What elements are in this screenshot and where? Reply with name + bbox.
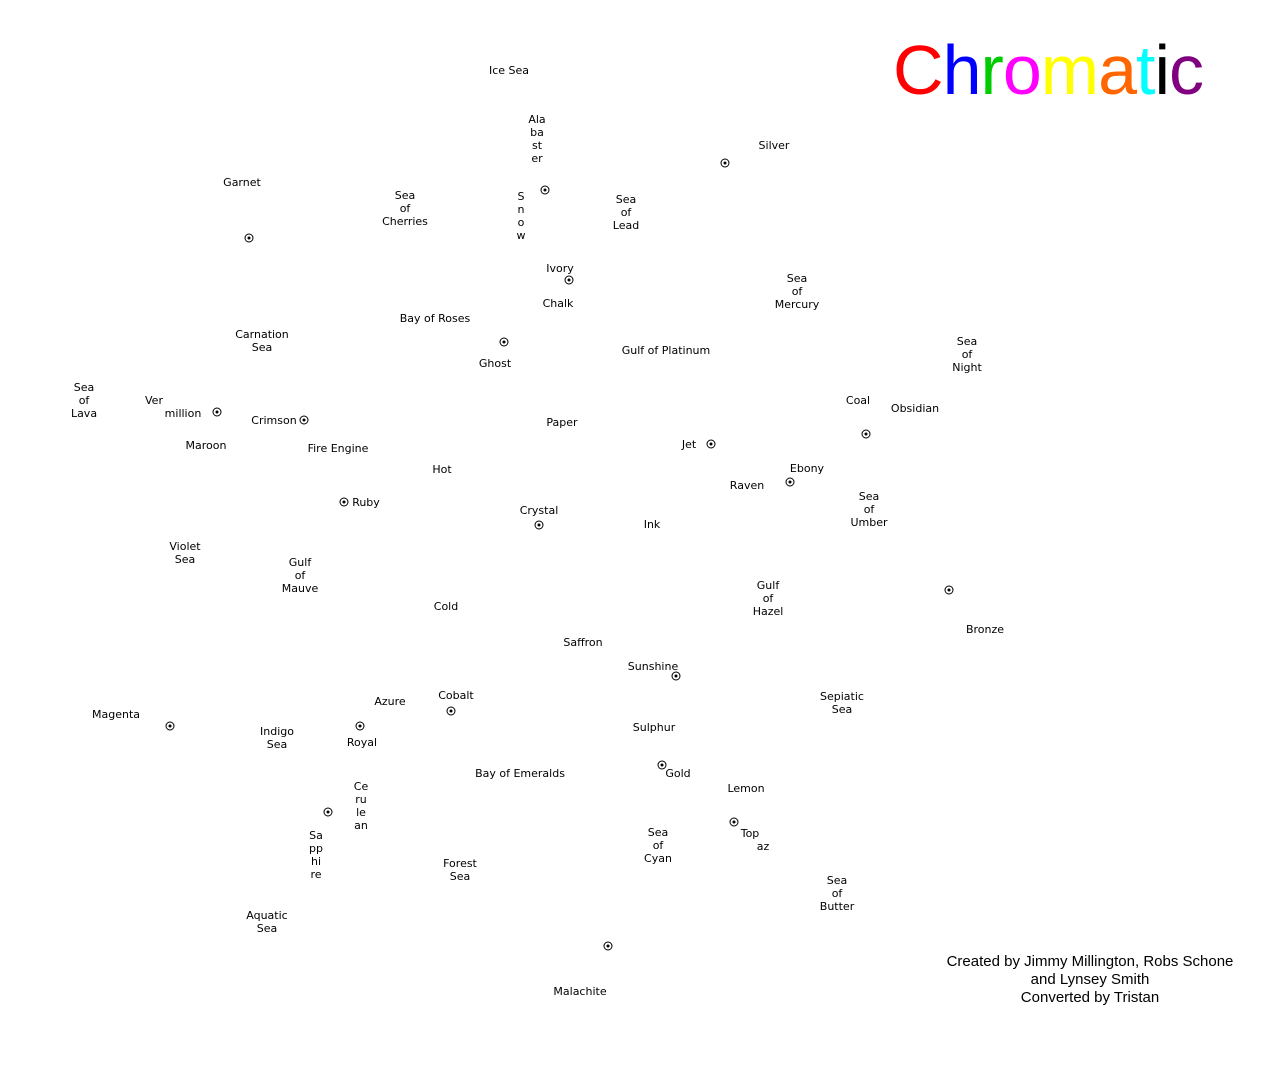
territory-label: Cold bbox=[433, 600, 459, 613]
territory-label: Ivory bbox=[546, 262, 574, 275]
territory-label: Sea of Mercury bbox=[774, 272, 820, 311]
supply-center-icon[interactable] bbox=[355, 721, 365, 731]
title-letter: a bbox=[1098, 31, 1137, 109]
territory-label: Royal bbox=[346, 736, 378, 749]
territory-label: Violet Sea bbox=[169, 540, 201, 566]
territory-label: Forest Sea bbox=[443, 857, 477, 883]
territory-label: Coal bbox=[845, 394, 871, 407]
supply-center-icon[interactable] bbox=[861, 429, 871, 439]
map-title: Chromatic bbox=[893, 30, 1204, 110]
territory-label: Ink bbox=[643, 518, 661, 531]
territory-label: Raven bbox=[729, 479, 765, 492]
supply-center-icon[interactable] bbox=[540, 185, 550, 195]
territory-label: Sea of Cyan bbox=[644, 826, 672, 865]
territory-label: Bronze bbox=[965, 623, 1005, 636]
territory-label: Sa pp hi re bbox=[309, 829, 323, 881]
territory-label: Silver bbox=[758, 139, 790, 152]
title-letter: c bbox=[1169, 31, 1204, 109]
supply-center-icon[interactable] bbox=[671, 671, 681, 681]
credits-text: Created by Jimmy Millington, Robs Schone… bbox=[920, 953, 1260, 1007]
territory-label: Ebony bbox=[789, 462, 825, 475]
territory-label: Crystal bbox=[519, 504, 559, 517]
supply-center-icon[interactable] bbox=[729, 817, 739, 827]
title-letter: i bbox=[1154, 31, 1170, 109]
credits-line-3: Converted by Tristan bbox=[1020, 989, 1160, 1006]
territory-label: Cobalt bbox=[438, 689, 474, 702]
territory-label: Garnet bbox=[223, 176, 261, 189]
territory-label: Malachite bbox=[553, 985, 607, 998]
supply-center-icon[interactable] bbox=[499, 337, 509, 347]
territory-label: Jet bbox=[681, 438, 697, 451]
territory-label: Fire Engine bbox=[307, 442, 369, 455]
territory-label: Sunshine bbox=[627, 660, 679, 673]
supply-center-icon[interactable] bbox=[603, 941, 613, 951]
territory-label: Ver bbox=[145, 394, 163, 407]
territory-label: Azure bbox=[374, 695, 406, 708]
territory-label: Maroon bbox=[185, 439, 227, 452]
territory-label: Sea of Umber bbox=[850, 490, 888, 529]
territory-label: Gulf of Platinum bbox=[621, 344, 711, 357]
territory-label: Ce ru le an bbox=[353, 780, 369, 832]
supply-center-icon[interactable] bbox=[446, 706, 456, 716]
supply-center-icon[interactable] bbox=[944, 585, 954, 595]
territory-label: Chalk bbox=[542, 297, 574, 310]
supply-center-icon[interactable] bbox=[212, 407, 222, 417]
territory-label: Hot bbox=[432, 463, 452, 476]
territory-label: Ghost bbox=[478, 357, 512, 370]
territory-label: Bay of Roses bbox=[399, 312, 471, 325]
supply-center-icon[interactable] bbox=[323, 807, 333, 817]
territory-label: Aquatic Sea bbox=[246, 909, 288, 935]
territory-label: million bbox=[164, 407, 202, 420]
territory-label: S n o w bbox=[516, 190, 526, 242]
supply-center-icon[interactable] bbox=[720, 158, 730, 168]
territory-label: az bbox=[756, 840, 770, 853]
territory-label: Gulf of Mauve bbox=[281, 556, 319, 595]
territory-label: Magenta bbox=[91, 708, 141, 721]
territory-label: Crimson bbox=[251, 414, 297, 427]
territory-label: Ala ba st er bbox=[528, 113, 546, 165]
territory-label: Sea of Night bbox=[952, 335, 982, 374]
territory-label: Obsidian bbox=[890, 402, 940, 415]
territory-label: Sepiatic Sea bbox=[820, 690, 864, 716]
territory-label: Saffron bbox=[563, 636, 603, 649]
supply-center-icon[interactable] bbox=[299, 415, 309, 425]
supply-center-icon[interactable] bbox=[785, 477, 795, 487]
territory-label: Lemon bbox=[727, 782, 765, 795]
title-letter: h bbox=[942, 31, 982, 109]
title-letter: r bbox=[980, 31, 1004, 109]
title-letter: m bbox=[1040, 31, 1099, 109]
territory-label: Sea of Lead bbox=[612, 193, 640, 232]
territory-label: Carnation Sea bbox=[235, 328, 289, 354]
supply-center-icon[interactable] bbox=[339, 497, 349, 507]
territory-label: Gulf of Hazel bbox=[752, 579, 784, 618]
territory-label: Sulphur bbox=[632, 721, 676, 734]
title-letter: C bbox=[893, 31, 944, 109]
territory-label: Sea of Cherries bbox=[382, 189, 428, 228]
territory-label: Ruby bbox=[352, 496, 380, 509]
territory-label: Sea of Lava bbox=[70, 381, 98, 420]
supply-center-icon[interactable] bbox=[706, 439, 716, 449]
territory-label: Top bbox=[740, 827, 760, 840]
supply-center-icon[interactable] bbox=[244, 233, 254, 243]
territory-label: Indigo Sea bbox=[260, 725, 294, 751]
supply-center-icon[interactable] bbox=[165, 721, 175, 731]
territory-label: Gold bbox=[665, 767, 691, 780]
supply-center-icon[interactable] bbox=[564, 275, 574, 285]
title-letter: o bbox=[1002, 31, 1042, 109]
territory-label: Sea of Butter bbox=[819, 874, 855, 913]
title-letter: t bbox=[1136, 31, 1155, 109]
credits-line-1: Created by Jimmy Millington, Robs Schone bbox=[946, 953, 1234, 970]
credits-line-2: and Lynsey Smith bbox=[1030, 971, 1150, 988]
territory-label: Bay of Emeralds bbox=[475, 767, 565, 780]
supply-center-icon[interactable] bbox=[657, 760, 667, 770]
supply-center-icon[interactable] bbox=[534, 520, 544, 530]
territory-label: Paper bbox=[546, 416, 578, 429]
territory-label: Ice Sea bbox=[488, 64, 530, 77]
